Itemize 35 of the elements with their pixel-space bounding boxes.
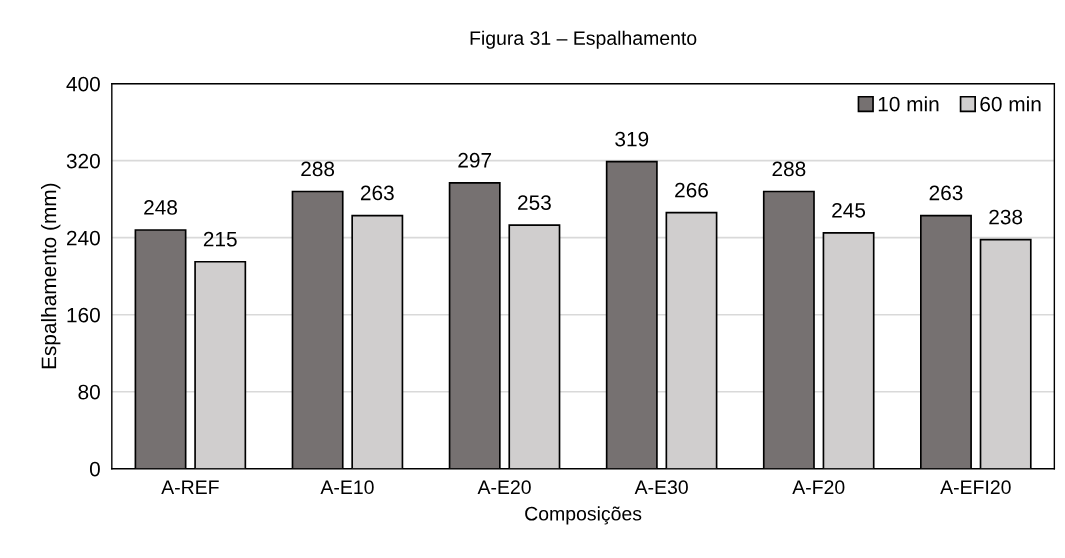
data-label: 297	[458, 152, 492, 168]
x-tick-label: A-E20	[477, 480, 531, 495]
y-tick-label: 80	[78, 384, 100, 400]
data-label: 248	[144, 200, 177, 215]
bar	[291, 190, 344, 469]
y-tick-label: 320	[66, 153, 100, 169]
bar	[762, 190, 815, 469]
data-label: 288	[301, 161, 335, 177]
y-tick-label: 160	[67, 307, 100, 323]
legend-label: 60 min	[980, 96, 1041, 112]
bar	[605, 160, 658, 469]
data-label: 288	[772, 161, 806, 177]
x-tick-label: A-E10	[320, 480, 374, 495]
data-label: 245	[832, 202, 866, 218]
data-label: 263	[360, 185, 394, 201]
data-label: 319	[615, 131, 649, 147]
bar	[134, 229, 187, 469]
bar	[448, 182, 501, 469]
data-label: 263	[929, 185, 963, 201]
legend-label: 10 min	[878, 96, 939, 112]
y-tick-label: 240	[67, 230, 100, 246]
data-label: 238	[989, 209, 1023, 225]
x-axis-title: Composições	[525, 506, 642, 525]
y-axis-title: Espalhamento (mm)	[40, 183, 61, 369]
x-tick-label: A-REF	[161, 480, 219, 494]
data-label: 266	[675, 182, 708, 198]
chart-title: Figura 31 – Espalhamento	[470, 30, 697, 49]
y-tick-label: 400	[66, 76, 100, 92]
data-label: 215	[203, 231, 237, 247]
x-tick-label: A-EFI20	[940, 480, 1011, 495]
x-tick-label: A-F20	[792, 480, 845, 495]
y-tick-label: 0	[89, 461, 100, 477]
x-tick-label: A-E30	[634, 480, 688, 495]
bar	[919, 214, 972, 469]
data-label: 253	[518, 195, 551, 210]
